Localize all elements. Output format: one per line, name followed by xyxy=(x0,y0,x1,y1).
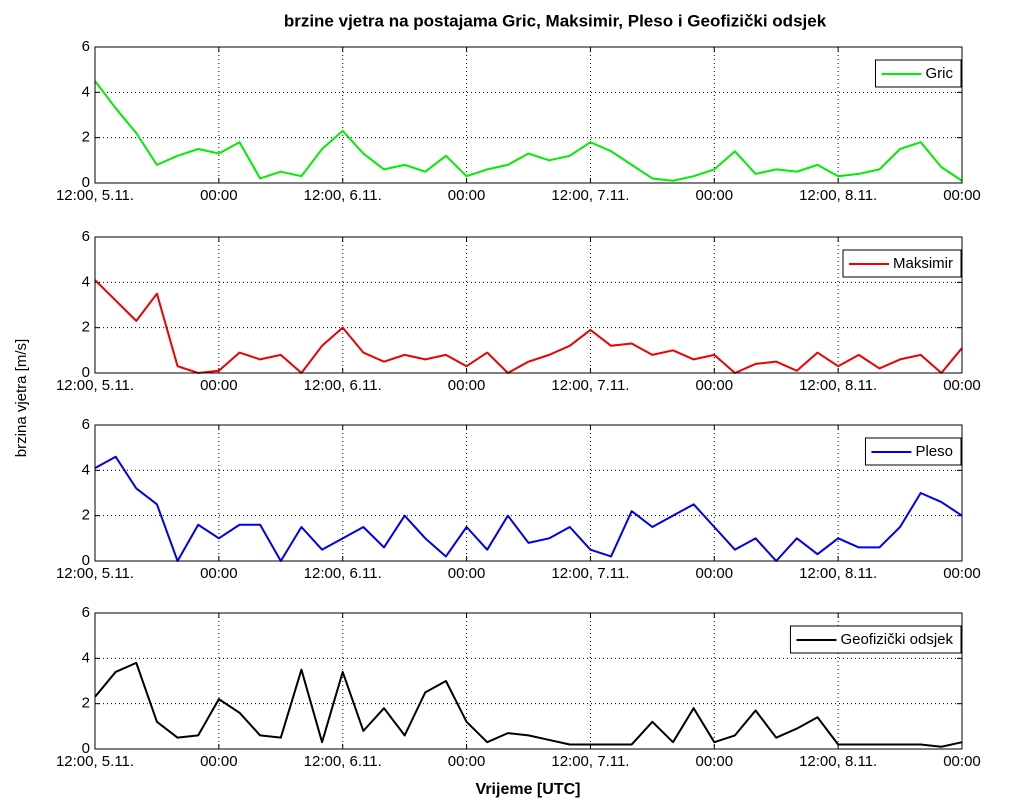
x-tick-label: 00:00 xyxy=(448,565,486,582)
x-tick-label: 12:00, 6.11. xyxy=(304,753,382,770)
y-tick-label: 4 xyxy=(82,83,90,100)
x-tick-label: 12:00, 5.11. xyxy=(56,753,134,770)
x-tick-label: 12:00, 6.11. xyxy=(304,377,382,394)
x-tick-label: 12:00, 8.11. xyxy=(799,565,877,582)
x-tick-label: 12:00, 7.11. xyxy=(551,187,629,204)
x-tick-label: 00:00 xyxy=(943,187,981,204)
x-tick-label: 12:00, 5.11. xyxy=(56,565,134,582)
y-tick-label: 6 xyxy=(82,604,90,621)
figure-title: brzine vjetra na postajama Gric, Maksimi… xyxy=(284,11,827,30)
data-line xyxy=(94,455,963,562)
x-tick-label: 12:00, 7.11. xyxy=(551,565,629,582)
x-tick-label: 00:00 xyxy=(943,377,981,394)
axes-frame xyxy=(94,612,963,750)
y-axis-label: brzina vjetra [m/s] xyxy=(13,339,30,457)
y-tick-label: 6 xyxy=(82,228,90,245)
x-tick-label: 00:00 xyxy=(200,565,238,582)
x-tick-label: 12:00, 7.11. xyxy=(551,377,629,394)
x-tick-label: 00:00 xyxy=(943,753,981,770)
y-tick-label: 0 xyxy=(82,174,90,191)
legend-label: Maksimir xyxy=(893,255,953,272)
y-tick-label: 4 xyxy=(82,649,90,666)
y-tick-label: 6 xyxy=(82,416,90,433)
x-tick-label: 00:00 xyxy=(448,753,486,770)
subplot: 0 2 4 6 12:00, 5.11. 00:00 12:00, 6.11. 00:00 12… xyxy=(56,38,981,204)
x-tick-label: 00:00 xyxy=(943,565,981,582)
data-line xyxy=(94,661,963,748)
legend: Geofizički odsjek xyxy=(789,625,962,654)
axes-frame xyxy=(94,424,963,562)
x-tick-label: 12:00, 8.11. xyxy=(799,753,877,770)
y-tick-label: 0 xyxy=(82,364,90,381)
data-line xyxy=(94,80,963,182)
x-tick-label: 00:00 xyxy=(696,753,734,770)
legend-label: Pleso xyxy=(915,443,953,460)
subplot: 0 2 4 6 12:00, 5.11. 00:00 12:00, 6.11. 00:00 12… xyxy=(56,228,981,394)
y-tick-label: 2 xyxy=(82,319,90,336)
x-tick-label: 00:00 xyxy=(696,377,734,394)
plot-area xyxy=(95,237,962,373)
plot-area xyxy=(95,425,962,561)
y-tick-label: 2 xyxy=(82,695,90,712)
subplot: 0 2 4 6 12:00, 5.11. 00:00 12:00, 6.11. 00:00 12… xyxy=(56,416,981,582)
y-tick-label: 6 xyxy=(82,38,90,55)
x-tick-label: 12:00, 6.11. xyxy=(304,187,382,204)
legend-label: Geofizički odsjek xyxy=(840,631,953,648)
x-tick-label: 12:00, 5.11. xyxy=(56,187,134,204)
x-tick-label: 12:00, 8.11. xyxy=(799,377,877,394)
legend: Pleso xyxy=(864,437,962,466)
x-axis-label: Vrijeme [UTC] xyxy=(476,781,581,798)
y-tick-label: 4 xyxy=(82,273,90,290)
x-tick-label: 00:00 xyxy=(696,187,734,204)
x-tick-label: 00:00 xyxy=(448,377,486,394)
data-line xyxy=(94,279,963,374)
x-tick-label: 00:00 xyxy=(448,187,486,204)
legend-label: Gric xyxy=(926,65,954,82)
x-tick-label: 00:00 xyxy=(200,377,238,394)
y-tick-label: 2 xyxy=(82,129,90,146)
y-tick-label: 0 xyxy=(82,740,90,757)
legend: Maksimir xyxy=(842,249,962,278)
subplot: 0 2 4 6 12:00, 5.11. 00:00 12:00, 6.11. 00:00 12… xyxy=(56,604,981,770)
plot-area xyxy=(95,47,962,183)
x-tick-label: 12:00, 8.11. xyxy=(799,187,877,204)
y-tick-label: 4 xyxy=(82,461,90,478)
legend: Gric xyxy=(875,59,962,88)
x-tick-label: 12:00, 7.11. xyxy=(551,753,629,770)
y-tick-label: 0 xyxy=(82,552,90,569)
x-tick-label: 00:00 xyxy=(200,753,238,770)
y-tick-label: 2 xyxy=(82,507,90,524)
axes-frame xyxy=(94,236,963,374)
x-tick-label: 12:00, 5.11. xyxy=(56,377,134,394)
x-tick-label: 00:00 xyxy=(696,565,734,582)
x-tick-label: 00:00 xyxy=(200,187,238,204)
x-tick-label: 12:00, 6.11. xyxy=(304,565,382,582)
axes-frame xyxy=(94,46,963,184)
